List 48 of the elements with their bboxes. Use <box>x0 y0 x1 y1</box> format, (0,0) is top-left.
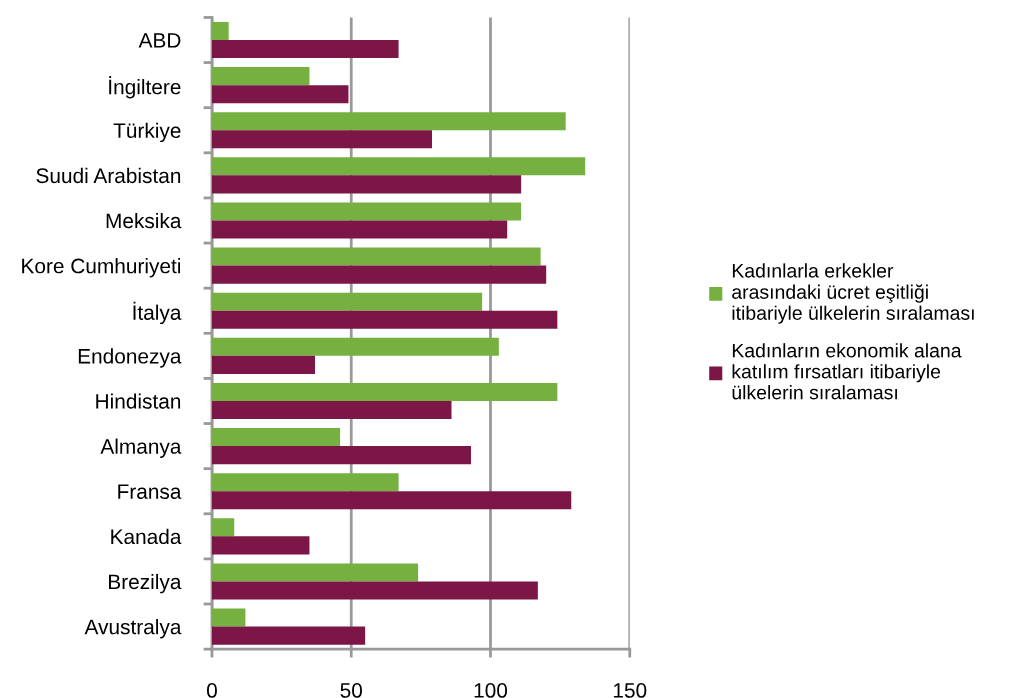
y-tick-label: Hindistan <box>96 393 181 409</box>
y-tick-label: Kanada <box>111 528 182 545</box>
bar <box>211 40 399 59</box>
legend-label: Kadınlarla erkekler arasındaki ücret eşitliği itibariyle ülkelerin sıralaması <box>732 263 974 324</box>
bar <box>211 247 541 266</box>
bar <box>211 337 499 356</box>
y-tick-label: Avustralya <box>84 619 182 639</box>
y-tick-label: Almanya <box>100 438 182 458</box>
bar <box>211 581 538 600</box>
y-tick-label: Brezilya <box>109 573 182 594</box>
bar <box>211 175 522 194</box>
y-tick-label: ABD <box>138 33 181 48</box>
bar <box>211 518 235 537</box>
bar <box>211 626 366 645</box>
x-tick-label: 0 <box>206 683 217 698</box>
bar <box>211 112 566 131</box>
bar <box>211 400 452 420</box>
x-tick-label: 50 <box>340 683 362 698</box>
bar <box>211 608 246 627</box>
bar <box>211 563 419 582</box>
bar <box>211 310 558 329</box>
bar <box>211 157 586 176</box>
bar <box>211 382 558 401</box>
y-tick-label: Türkiye <box>113 122 181 143</box>
bar <box>211 292 483 311</box>
bar <box>211 428 341 447</box>
bar <box>211 355 316 374</box>
y-tick-label: İngiltere <box>109 76 181 99</box>
bar <box>211 220 508 239</box>
y-tick-label: Suudi Arabistan <box>36 167 181 184</box>
bar <box>211 491 572 510</box>
bar <box>211 130 433 149</box>
y-tick-label: Kore Cumhuriyeti <box>22 258 181 278</box>
legend-label: Kadınların ekonomik alana katılım fırsatları itibariyle ülkelerin sıralaması <box>732 343 962 400</box>
bar <box>211 67 310 86</box>
bar <box>211 85 349 104</box>
bar <box>211 21 229 41</box>
bar <box>211 536 310 555</box>
bar <box>211 202 522 221</box>
y-tick-label: Endonezya <box>78 348 182 368</box>
y-tick-label: Fransa <box>118 484 182 499</box>
y-tick-label: İtalya <box>133 301 182 325</box>
bar <box>211 473 399 492</box>
y-tick-label: Meksika <box>106 212 182 229</box>
x-tick-label: 100 <box>474 683 508 698</box>
bar <box>211 446 471 465</box>
bar <box>211 265 547 284</box>
x-tick-label: 150 <box>613 683 647 698</box>
